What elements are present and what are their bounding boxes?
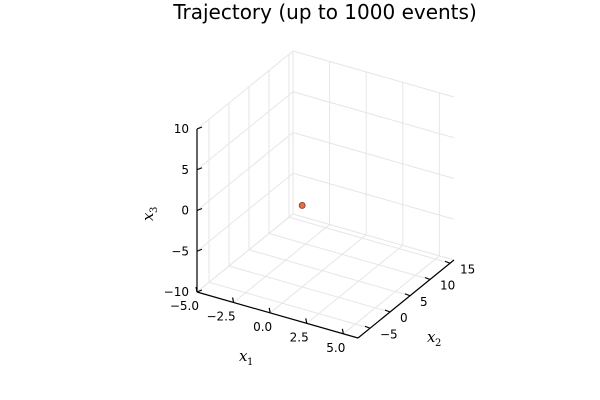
x-tick-label: −5.0 (170, 299, 199, 313)
x-tick-mark (305, 318, 308, 324)
z-tick-label: −5 (171, 244, 189, 258)
grid-line (196, 132, 294, 211)
grid-line (233, 224, 330, 303)
z-tick-label: 10 (174, 122, 189, 136)
x-tick-mark (341, 328, 344, 334)
grid-line (268, 233, 431, 280)
grid-line (343, 255, 440, 335)
x-axis-line (196, 291, 359, 339)
y-axis-line (357, 259, 455, 339)
axes (195, 126, 455, 339)
z-tick-label: 0 (181, 204, 189, 218)
y-axis-label: x 2 (427, 328, 441, 349)
x-tick-label: −2.5 (206, 309, 235, 323)
grid-line (292, 50, 455, 98)
z-axis-label: x 3 (139, 207, 160, 221)
svg-text:1: 1 (247, 357, 253, 368)
svg-text:x: x (427, 328, 436, 346)
x-tick-label: 0.0 (253, 320, 272, 334)
y-tick-mark (364, 325, 371, 329)
z-tick-mark (196, 207, 203, 212)
grid-line (288, 216, 451, 264)
svg-text:x: x (239, 347, 248, 365)
x-tick-mark (268, 307, 271, 314)
grid-line (248, 249, 411, 297)
chart-title: Trajectory (up to 1000 events) (172, 0, 477, 24)
grid-line (292, 91, 455, 139)
x-tick-mark (232, 297, 235, 303)
y-tick-label: 0 (400, 311, 408, 325)
grid-line (292, 213, 455, 261)
data-points (298, 202, 306, 209)
data-point (298, 202, 306, 209)
x-axis-label: x 1 (239, 347, 253, 368)
x-tick-label: 5.0 (326, 341, 345, 355)
grid-line (196, 172, 294, 252)
x-tick-mark (195, 286, 198, 293)
grid-line (196, 91, 294, 171)
grid-line (292, 132, 455, 179)
y-tick-mark (404, 293, 411, 297)
y-tick-mark (424, 276, 431, 281)
grid-line (228, 265, 391, 313)
y-tick-label: 15 (460, 262, 475, 276)
z-tick-mark (196, 126, 203, 130)
y-tick-label: −5 (380, 327, 398, 341)
z-tick-mark (196, 289, 203, 293)
y-tick-label: 5 (420, 295, 428, 309)
z-tick-label: 5 (181, 163, 189, 177)
grid-line (208, 281, 371, 329)
grid-line (306, 244, 404, 324)
z-tick-mark (196, 167, 203, 171)
grid-line (196, 213, 294, 293)
svg-text:2: 2 (435, 338, 441, 349)
y-tick-mark (384, 309, 391, 313)
svg-text:3: 3 (149, 207, 160, 213)
grid-line (269, 234, 367, 314)
grid-line (196, 50, 294, 130)
z-tick-mark (196, 248, 203, 252)
grid-line (292, 172, 455, 220)
x-tick-label: 2.5 (290, 330, 309, 344)
y-tick-mark (444, 260, 451, 264)
grid-lines (196, 50, 455, 335)
z-tick-label: −10 (164, 285, 189, 299)
y-tick-label: 10 (440, 279, 455, 293)
svg-text:x: x (139, 212, 157, 221)
